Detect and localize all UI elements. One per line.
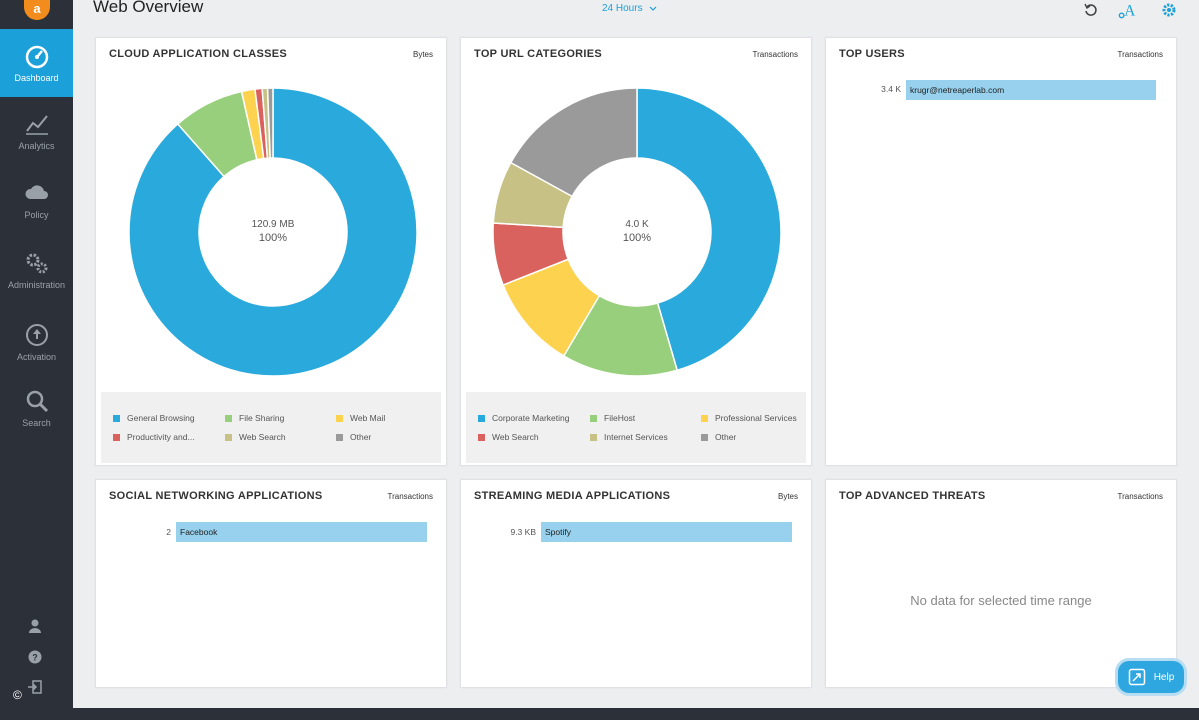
legend-item[interactable]: Web Search	[225, 428, 336, 446]
donut-center-percent: 100%	[258, 232, 288, 245]
legend-item[interactable]: Other	[336, 428, 446, 446]
footer-bar	[0, 708, 1199, 720]
bar-value: 3.4 K	[881, 84, 901, 94]
dashboard-icon	[25, 45, 48, 69]
card-title: TOP URL CATEGORIES	[474, 48, 603, 60]
card-unit: Bytes	[777, 491, 798, 501]
upload-icon	[25, 324, 48, 346]
card-unit: Bytes	[412, 49, 433, 59]
donut-center-value: 4.0 K	[625, 218, 649, 230]
chart-legend: Corporate Marketing FileHost Professiona…	[466, 392, 806, 463]
help-label: Help	[1153, 671, 1175, 683]
chevron-down-icon	[649, 6, 657, 11]
card-title: STREAMING MEDIA APPLICATIONS	[474, 490, 671, 502]
sidebar-item-dashboard[interactable]: Dashboard	[0, 29, 73, 97]
donut-slice-other[interactable]	[509, 87, 638, 198]
sidebar-item-policy[interactable]: Policy	[0, 166, 73, 234]
donut-slice-other[interactable]	[266, 87, 274, 159]
legend-item[interactable]: Internet Services	[590, 428, 701, 446]
sidebar: a Dashboard Analytics Policy Administrat…	[0, 0, 73, 708]
chart-legend: General Browsing File Sharing Web Mail P…	[101, 392, 441, 463]
logout-icon[interactable]	[26, 679, 44, 695]
sidebar-item-label: Dashboard	[14, 73, 59, 83]
donut-chart	[128, 87, 418, 377]
expand-icon	[1128, 668, 1145, 686]
legend-item[interactable]: File Sharing	[225, 409, 336, 427]
bar-value: 9.3 KB	[510, 527, 536, 537]
sidebar-item-activation[interactable]: Activation	[0, 308, 73, 376]
help-button[interactable]: Help	[1115, 658, 1187, 696]
card-unit: Transactions	[1117, 49, 1164, 59]
donut-center-value: 120.9 MB	[251, 218, 295, 230]
legend-item[interactable]: Corporate Marketing	[478, 409, 590, 427]
user-icon[interactable]	[26, 618, 44, 634]
legend-item[interactable]: General Browsing	[113, 409, 225, 427]
app-bar[interactable]: Spotify	[541, 522, 792, 542]
cloud-app-donut: 120.9 MB 100%	[128, 87, 418, 377]
svg-text:?: ?	[32, 653, 38, 663]
time-range-select[interactable]: 24 Hours	[602, 3, 657, 14]
card-title: SOCIAL NETWORKING APPLICATIONS	[109, 490, 323, 502]
search-icon	[26, 390, 48, 413]
refresh-icon[interactable]	[1082, 1, 1100, 19]
url-categories-donut: 4.0 K 100%	[492, 87, 782, 377]
top-advanced-threats-card: TOP ADVANCED THREATS Transactions No dat…	[825, 479, 1177, 688]
card-title: TOP ADVANCED THREATS	[839, 490, 986, 502]
sidebar-item-label: Search	[22, 418, 51, 428]
donut-chart	[492, 87, 782, 377]
sidebar-item-search[interactable]: Search	[0, 374, 73, 442]
copyright-symbol: ©	[13, 688, 22, 702]
svg-text:A: A	[1124, 2, 1135, 19]
app-logo: a	[24, 0, 50, 20]
app-bar[interactable]: Facebook	[176, 522, 427, 542]
sidebar-item-label: Activation	[16, 352, 57, 362]
legend-item[interactable]: Professional Services	[701, 409, 811, 427]
legend-item[interactable]: Productivity and...	[113, 428, 225, 446]
user-bar[interactable]: krugr@netreaperlab.com	[906, 80, 1156, 100]
card-title: CLOUD APPLICATION CLASSES	[109, 48, 288, 60]
top-users-card: TOP USERS Transactions 3.4 K krugr@netre…	[825, 37, 1177, 466]
sidebar-item-analytics[interactable]: Analytics	[0, 97, 73, 165]
donut-slice-general-browsing[interactable]	[128, 87, 418, 377]
sidebar-item-label: Administration	[7, 280, 66, 290]
card-title: TOP USERS	[839, 48, 905, 60]
cloud-icon	[24, 185, 48, 199]
donut-slice-corporate-marketing[interactable]	[636, 87, 782, 372]
card-unit: Transactions	[1117, 491, 1164, 501]
legend-item[interactable]: Web Search	[478, 428, 590, 446]
card-unit: Transactions	[752, 49, 799, 59]
time-range-value: 24 Hours	[602, 3, 643, 14]
settings-gear-icon[interactable]	[1160, 1, 1178, 19]
top-url-categories-card: TOP URL CATEGORIES Transactions 4.0 K 10…	[460, 37, 812, 466]
sidebar-item-label: Policy	[24, 210, 49, 220]
legend-item[interactable]: Web Mail	[336, 409, 446, 427]
social-networking-card: SOCIAL NETWORKING APPLICATIONS Transacti…	[95, 479, 447, 688]
legend-item[interactable]: FileHost	[590, 409, 701, 427]
empty-state-message: No data for selected time range	[910, 593, 1092, 608]
cloud-app-classes-card: CLOUD APPLICATION CLASSES Bytes 120.9 MB…	[95, 37, 447, 466]
legend-item[interactable]: Other	[701, 428, 811, 446]
gears-icon	[26, 253, 47, 274]
bar-value: 2	[166, 527, 171, 537]
donut-center-percent: 100%	[622, 232, 652, 245]
text-size-icon[interactable]: A	[1118, 1, 1136, 19]
page-title: Web Overview	[93, 0, 204, 16]
streaming-media-card: STREAMING MEDIA APPLICATIONS Bytes 9.3 K…	[460, 479, 812, 688]
sidebar-item-label: Analytics	[18, 141, 55, 151]
help-icon[interactable]: ?	[26, 649, 44, 665]
analytics-icon	[25, 115, 48, 135]
card-unit: Transactions	[387, 491, 434, 501]
sidebar-item-administration[interactable]: Administration	[0, 236, 73, 304]
